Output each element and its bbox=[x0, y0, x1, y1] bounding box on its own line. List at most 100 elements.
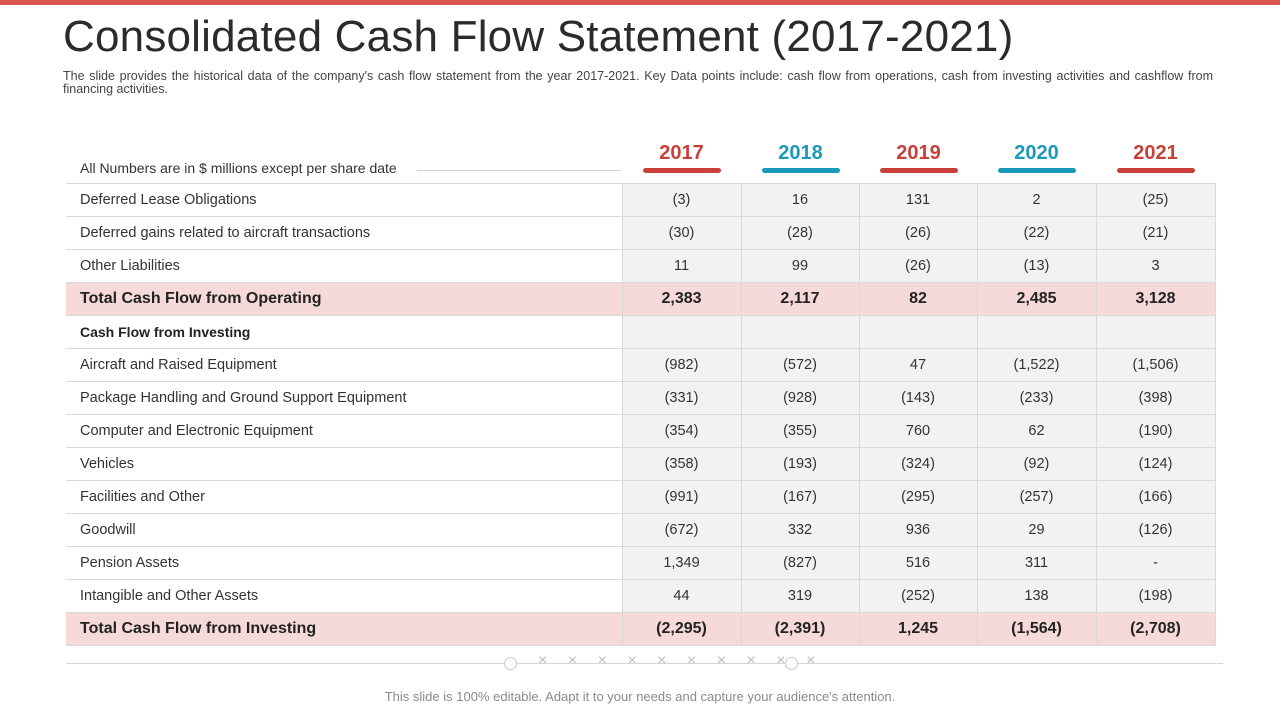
year-label: 2020 bbox=[1014, 142, 1059, 164]
footer-circle-right bbox=[785, 657, 798, 670]
cell-2020: 311 bbox=[976, 546, 1096, 580]
cell-2021: 3,128 bbox=[1095, 282, 1216, 316]
table-row: Deferred Lease Obligations (3) 16 131 2 … bbox=[66, 183, 1216, 217]
year-underline bbox=[761, 168, 840, 173]
footer-note: This slide is 100% editable. Adapt it to… bbox=[384, 689, 896, 704]
cell-2019: 131 bbox=[858, 183, 977, 217]
cell-2018: (928) bbox=[740, 381, 859, 415]
table-row: Deferred gains related to aircraft trans… bbox=[66, 216, 1216, 250]
cell-2020: (22) bbox=[976, 216, 1096, 250]
cell-2021: - bbox=[1095, 546, 1216, 580]
cell-2019: (26) bbox=[858, 249, 977, 283]
table-row: Intangible and Other Assets 44 319 (252)… bbox=[66, 579, 1216, 613]
cell-2021: (126) bbox=[1095, 513, 1216, 547]
cell-2018: (193) bbox=[740, 447, 859, 481]
cell-2021: 3 bbox=[1095, 249, 1216, 283]
row-label: Facilities and Other bbox=[66, 480, 622, 514]
row-label: Aircraft and Raised Equipment bbox=[66, 348, 622, 382]
year-header-2019: 2019 bbox=[859, 141, 978, 173]
cell-2020: 2 bbox=[976, 183, 1096, 217]
row-label: Other Liabilities bbox=[66, 249, 622, 283]
cell-2019: (26) bbox=[858, 216, 977, 250]
year-header-2017: 2017 bbox=[622, 141, 741, 173]
section-header-row: Cash Flow from Investing bbox=[66, 315, 1216, 349]
cell-2017: 2,383 bbox=[621, 282, 741, 316]
cell-2021: (398) bbox=[1095, 381, 1216, 415]
year-label: 2017 bbox=[659, 142, 704, 164]
row-label: Computer and Electronic Equipment bbox=[66, 414, 622, 448]
table-row: Package Handling and Ground Support Equi… bbox=[66, 381, 1216, 415]
cell-2018: (2,391) bbox=[740, 612, 859, 646]
cell-2017: (982) bbox=[621, 348, 741, 382]
row-label: Package Handling and Ground Support Equi… bbox=[66, 381, 622, 415]
cell-2017: (30) bbox=[621, 216, 741, 250]
cell-2017: (358) bbox=[621, 447, 741, 481]
row-label: Deferred Lease Obligations bbox=[66, 183, 622, 217]
cell-2021: (124) bbox=[1095, 447, 1216, 481]
table-row: Other Liabilities 11 99 (26) (13) 3 bbox=[66, 249, 1216, 283]
cell-2018: (355) bbox=[740, 414, 859, 448]
section-label: Cash Flow from Investing bbox=[66, 315, 622, 349]
year-label: 2019 bbox=[896, 142, 941, 164]
cell-2020: (92) bbox=[976, 447, 1096, 481]
row-label: Deferred gains related to aircraft trans… bbox=[66, 216, 622, 250]
cell-2018: (827) bbox=[740, 546, 859, 580]
cell-2018 bbox=[740, 315, 859, 349]
row-label: Intangible and Other Assets bbox=[66, 579, 622, 613]
year-label: 2018 bbox=[778, 142, 823, 164]
row-label: Total Cash Flow from Investing bbox=[66, 612, 622, 646]
top-accent-bar bbox=[0, 0, 1280, 5]
cell-2018: (572) bbox=[740, 348, 859, 382]
cell-2017: (991) bbox=[621, 480, 741, 514]
cell-2021: (190) bbox=[1095, 414, 1216, 448]
year-header-2020: 2020 bbox=[977, 141, 1096, 173]
total-row-operating: Total Cash Flow from Operating 2,383 2,1… bbox=[66, 282, 1216, 316]
cell-2017: 11 bbox=[621, 249, 741, 283]
cell-2018: 16 bbox=[740, 183, 859, 217]
cell-2017 bbox=[621, 315, 741, 349]
row-label: Vehicles bbox=[66, 447, 622, 481]
cell-2019: 516 bbox=[858, 546, 977, 580]
year-header-2018: 2018 bbox=[741, 141, 860, 173]
cell-2017: (331) bbox=[621, 381, 741, 415]
cell-2018: 319 bbox=[740, 579, 859, 613]
cell-2020: (257) bbox=[976, 480, 1096, 514]
year-underline bbox=[997, 168, 1076, 173]
cell-2019: (252) bbox=[858, 579, 977, 613]
cell-2019: 936 bbox=[858, 513, 977, 547]
row-label: Total Cash Flow from Operating bbox=[66, 282, 622, 316]
cell-2020: 138 bbox=[976, 579, 1096, 613]
cell-2018: 332 bbox=[740, 513, 859, 547]
page-title: Consolidated Cash Flow Statement (2017-2… bbox=[63, 12, 1014, 61]
cell-2017: (3) bbox=[621, 183, 741, 217]
total-row-investing: Total Cash Flow from Investing (2,295) (… bbox=[66, 612, 1216, 646]
cell-2017: (354) bbox=[621, 414, 741, 448]
table-row: Aircraft and Raised Equipment (982) (572… bbox=[66, 348, 1216, 382]
cell-2019: 47 bbox=[858, 348, 977, 382]
unit-note-divider bbox=[417, 170, 621, 171]
cell-2021: (25) bbox=[1095, 183, 1216, 217]
cell-2019 bbox=[858, 315, 977, 349]
year-underline bbox=[879, 168, 958, 173]
cell-2021: (1,506) bbox=[1095, 348, 1216, 382]
cell-2020: 2,485 bbox=[976, 282, 1096, 316]
footer-circle-left bbox=[504, 657, 517, 670]
cell-2020: 62 bbox=[976, 414, 1096, 448]
cell-2019: (295) bbox=[858, 480, 977, 514]
cell-2017: (2,295) bbox=[621, 612, 741, 646]
cell-2021: (166) bbox=[1095, 480, 1216, 514]
cell-2018: (28) bbox=[740, 216, 859, 250]
table-row: Computer and Electronic Equipment (354) … bbox=[66, 414, 1216, 448]
cell-2019: (143) bbox=[858, 381, 977, 415]
cell-2020: (13) bbox=[976, 249, 1096, 283]
cell-2020: (233) bbox=[976, 381, 1096, 415]
cell-2021 bbox=[1095, 315, 1216, 349]
cell-2017: 44 bbox=[621, 579, 741, 613]
table-row: Vehicles (358) (193) (324) (92) (124) bbox=[66, 447, 1216, 481]
cell-2017: 1,349 bbox=[621, 546, 741, 580]
cell-2021: (21) bbox=[1095, 216, 1216, 250]
row-label: Pension Assets bbox=[66, 546, 622, 580]
cash-flow-table: Deferred Lease Obligations (3) 16 131 2 … bbox=[66, 183, 1216, 646]
table-row: Goodwill (672) 332 936 29 (126) bbox=[66, 513, 1216, 547]
cell-2021: (2,708) bbox=[1095, 612, 1216, 646]
